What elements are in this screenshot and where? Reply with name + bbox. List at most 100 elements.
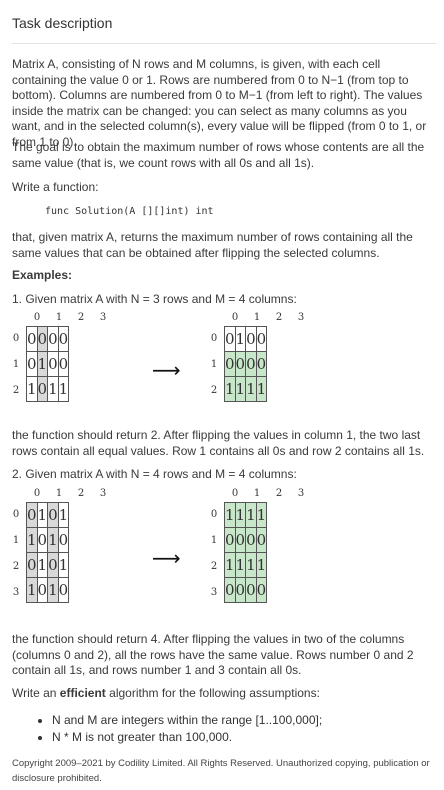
row-index-label: 0 (210, 509, 218, 520)
column-index-label: 0 (33, 312, 41, 323)
efficient-word: efficient (59, 686, 106, 700)
row-index-label: 2 (210, 385, 218, 396)
matrix-cell: 0 (255, 351, 268, 377)
matrix-cell: 1 (245, 552, 257, 578)
row-index-label: 0 (210, 333, 218, 344)
row-index-label: 1 (210, 535, 218, 546)
examples-label: Examples: (12, 268, 73, 282)
column-index-label: 1 (55, 488, 63, 499)
assumptions-list: N and M are integers within the range [1… (38, 712, 322, 746)
matrix-cell: 0 (57, 326, 70, 352)
row-index-label: 2 (12, 385, 20, 396)
row-index-label: 0 (12, 509, 20, 520)
matrix-cell: 1 (255, 376, 268, 402)
matrix-cell: 1 (36, 351, 49, 377)
row-index-label: 2 (210, 561, 218, 572)
copyright-footer: Copyright 2009–2021 by Codility Limited.… (12, 758, 430, 784)
column-index-label: 1 (55, 312, 63, 323)
transform-arrow: ⟶ (152, 546, 181, 570)
function-spec-paragraph: that, given matrix A, returns the maximu… (12, 230, 413, 260)
matrix-cell: 1 (255, 502, 268, 528)
column-index-label: 1 (253, 488, 261, 499)
matrix-cell: 0 (255, 326, 268, 352)
matrix-cell: 1 (224, 502, 236, 528)
column-index-label: 3 (297, 488, 305, 499)
matrix-cell: 0 (57, 577, 70, 603)
matrix-cell: 0 (234, 351, 247, 377)
matrix-cell: 0 (47, 351, 59, 377)
matrix-cell: 1 (224, 376, 236, 402)
matrix-cell: 0 (47, 326, 59, 352)
matrix-cell: 0 (47, 502, 59, 528)
matrix-cell: 0 (57, 527, 70, 553)
matrix-cell: 0 (245, 577, 257, 603)
column-index-label: 2 (275, 312, 283, 323)
function-signature: func Solution(A [][]int) int (45, 206, 214, 217)
matrix-cell: 1 (224, 552, 236, 578)
example2-intro: 2. Given matrix A with N = 4 rows and M … (12, 467, 297, 481)
transform-arrow: ⟶ (152, 358, 181, 382)
efficient-paragraph: Write an efficient algorithm for the fol… (12, 686, 432, 702)
example2-result: the function should return 4. After flip… (12, 632, 414, 677)
row-index-label: 3 (210, 587, 218, 598)
efficient-prefix: Write an (12, 686, 60, 700)
assumption-item: N * M is not greater than 100,000. (52, 729, 322, 746)
matrix-cell: 0 (224, 351, 236, 377)
matrix-cell: 0 (26, 552, 38, 578)
matrix-cell: 1 (234, 326, 247, 352)
row-index-label: 3 (12, 587, 20, 598)
column-index-label: 2 (275, 488, 283, 499)
matrix-cell: 0 (224, 527, 236, 553)
matrix-cell: 1 (36, 552, 49, 578)
efficient-suffix: algorithm for the following assumptions: (105, 686, 320, 700)
matrix-cell: 0 (36, 527, 49, 553)
matrix-cell: 0 (234, 577, 247, 603)
matrix-cell: 0 (245, 351, 257, 377)
example1-intro: 1. Given matrix A with N = 3 rows and M … (12, 292, 297, 306)
row-index-label: 1 (12, 535, 20, 546)
column-index-label: 2 (77, 488, 85, 499)
matrix-cell: 0 (224, 577, 236, 603)
matrix-cell: 1 (26, 527, 38, 553)
row-index-label: 1 (12, 359, 20, 370)
page-title: Task description (12, 15, 113, 31)
column-index-label: 3 (297, 312, 305, 323)
matrix-cell: 0 (36, 577, 49, 603)
matrix-cell: 1 (26, 376, 38, 402)
row-index-label: 0 (12, 333, 20, 344)
divider (12, 43, 436, 44)
matrix-cell: 0 (36, 326, 49, 352)
matrix-cell: 1 (47, 527, 59, 553)
example1-result: the function should return 2. After flip… (12, 428, 425, 458)
matrix-cell: 0 (57, 351, 70, 377)
matrix-cell: 1 (57, 376, 70, 402)
matrix-cell: 1 (47, 577, 59, 603)
matrix-cell: 1 (255, 552, 268, 578)
column-index-label: 3 (99, 488, 107, 499)
matrix-cell: 0 (26, 502, 38, 528)
matrix-cell: 0 (245, 527, 257, 553)
matrix-cell: 1 (234, 376, 247, 402)
goal-paragraph: The goal is to obtain the maximum number… (12, 140, 425, 170)
description-paragraph: Matrix A, consisting of N rows and M col… (12, 57, 427, 149)
column-index-label: 2 (77, 312, 85, 323)
matrix-cell: 0 (26, 326, 38, 352)
column-index-label: 1 (253, 312, 261, 323)
matrix-cell: 0 (234, 527, 247, 553)
matrix-cell: 0 (224, 326, 236, 352)
matrix-cell: 0 (245, 326, 257, 352)
matrix-cell: 0 (255, 527, 268, 553)
matrix-cell: 0 (255, 577, 268, 603)
